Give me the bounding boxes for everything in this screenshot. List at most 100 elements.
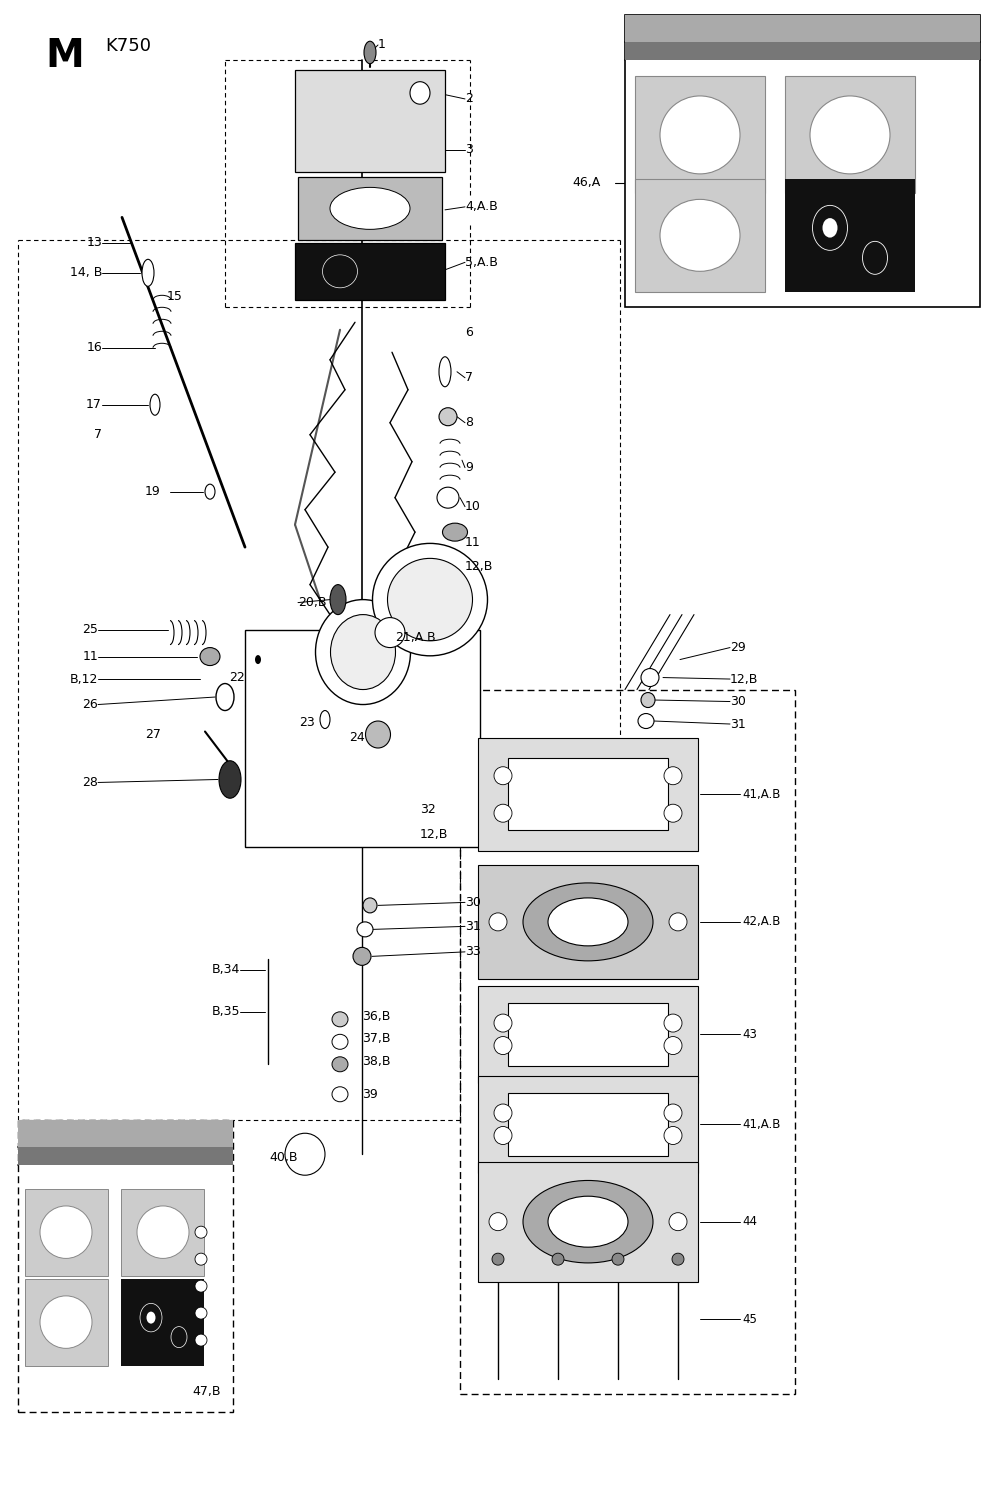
Bar: [508, 758, 668, 830]
Ellipse shape: [322, 255, 358, 288]
Ellipse shape: [195, 1253, 207, 1265]
Ellipse shape: [638, 714, 654, 729]
Text: 46,A: 46,A: [572, 177, 600, 189]
Text: 3: 3: [465, 144, 473, 156]
Ellipse shape: [366, 721, 390, 748]
Text: 39: 39: [362, 1088, 378, 1100]
Ellipse shape: [150, 394, 160, 415]
Text: 7: 7: [465, 372, 473, 384]
Ellipse shape: [363, 898, 377, 913]
Text: 31: 31: [465, 920, 481, 932]
Text: 40,B: 40,B: [270, 1151, 298, 1163]
Text: 23: 23: [299, 717, 315, 729]
Text: 6: 6: [465, 327, 473, 339]
Text: 41,A.B: 41,A.B: [742, 788, 780, 800]
Ellipse shape: [195, 1280, 207, 1292]
Ellipse shape: [494, 1103, 512, 1121]
Ellipse shape: [316, 600, 411, 705]
Bar: [121, 1279, 204, 1366]
Bar: [24, 1189, 108, 1276]
Ellipse shape: [664, 1127, 682, 1145]
Bar: [625, 15, 980, 42]
Ellipse shape: [494, 805, 512, 823]
Ellipse shape: [489, 1213, 507, 1231]
Ellipse shape: [255, 655, 261, 664]
Bar: [121, 1189, 204, 1276]
Text: 10: 10: [465, 501, 481, 513]
Ellipse shape: [862, 241, 888, 274]
Ellipse shape: [171, 1327, 187, 1348]
Ellipse shape: [489, 913, 507, 931]
Bar: [24, 1279, 108, 1366]
Ellipse shape: [200, 648, 220, 666]
Bar: [785, 180, 915, 291]
Text: 11: 11: [82, 651, 98, 663]
Text: 24: 24: [349, 732, 365, 744]
Ellipse shape: [388, 559, 473, 642]
Ellipse shape: [40, 1205, 92, 1259]
Text: 21,A.B: 21,A.B: [395, 631, 436, 643]
Text: 19: 19: [145, 486, 161, 498]
Ellipse shape: [812, 205, 848, 250]
Ellipse shape: [40, 1295, 92, 1349]
Ellipse shape: [664, 1103, 682, 1121]
Text: 11: 11: [465, 537, 481, 549]
Bar: [460, 690, 795, 1394]
Text: 2: 2: [465, 93, 473, 105]
Text: B,35: B,35: [212, 1006, 240, 1018]
Bar: [785, 76, 915, 193]
Ellipse shape: [660, 199, 740, 271]
Ellipse shape: [548, 898, 628, 946]
Ellipse shape: [330, 615, 396, 690]
Ellipse shape: [548, 1196, 628, 1247]
Ellipse shape: [195, 1334, 207, 1346]
Ellipse shape: [195, 1226, 207, 1238]
Ellipse shape: [612, 1253, 624, 1265]
Text: 27: 27: [145, 729, 161, 741]
Bar: [625, 15, 980, 307]
Ellipse shape: [669, 913, 687, 931]
Ellipse shape: [195, 1307, 207, 1319]
Ellipse shape: [494, 1127, 512, 1145]
Ellipse shape: [320, 711, 330, 729]
Text: 12,B: 12,B: [730, 673, 758, 685]
Ellipse shape: [330, 585, 346, 615]
Ellipse shape: [439, 357, 451, 387]
Bar: [625, 42, 980, 60]
Bar: [635, 180, 765, 291]
Bar: [478, 1162, 698, 1282]
Text: 30: 30: [730, 696, 746, 708]
Text: 22: 22: [229, 672, 245, 684]
Text: 20,B: 20,B: [298, 597, 326, 609]
Text: B,12: B,12: [70, 673, 98, 685]
Ellipse shape: [137, 1205, 189, 1259]
Text: 12,B: 12,B: [420, 829, 448, 841]
Ellipse shape: [375, 618, 405, 648]
Ellipse shape: [372, 544, 488, 657]
Ellipse shape: [672, 1253, 684, 1265]
Text: 25: 25: [82, 624, 98, 636]
Ellipse shape: [357, 922, 373, 937]
Ellipse shape: [494, 767, 512, 785]
Ellipse shape: [410, 82, 430, 105]
Text: 32: 32: [420, 803, 436, 815]
Text: 1: 1: [378, 39, 386, 51]
Bar: [18, 1120, 233, 1147]
Text: 29: 29: [730, 642, 746, 654]
Bar: [295, 70, 445, 172]
Text: 33: 33: [465, 946, 481, 958]
Ellipse shape: [641, 669, 659, 687]
Text: 16: 16: [86, 342, 102, 354]
Text: 44: 44: [742, 1216, 757, 1228]
Text: 45: 45: [742, 1313, 757, 1325]
Text: 8: 8: [465, 417, 473, 429]
Bar: [295, 243, 445, 300]
Text: K750: K750: [105, 37, 151, 55]
Ellipse shape: [437, 487, 459, 508]
Ellipse shape: [442, 523, 468, 541]
Text: 26: 26: [82, 699, 98, 711]
Ellipse shape: [822, 217, 838, 238]
Ellipse shape: [205, 484, 215, 499]
Text: M: M: [45, 37, 84, 75]
Text: 47,B: 47,B: [192, 1385, 220, 1397]
